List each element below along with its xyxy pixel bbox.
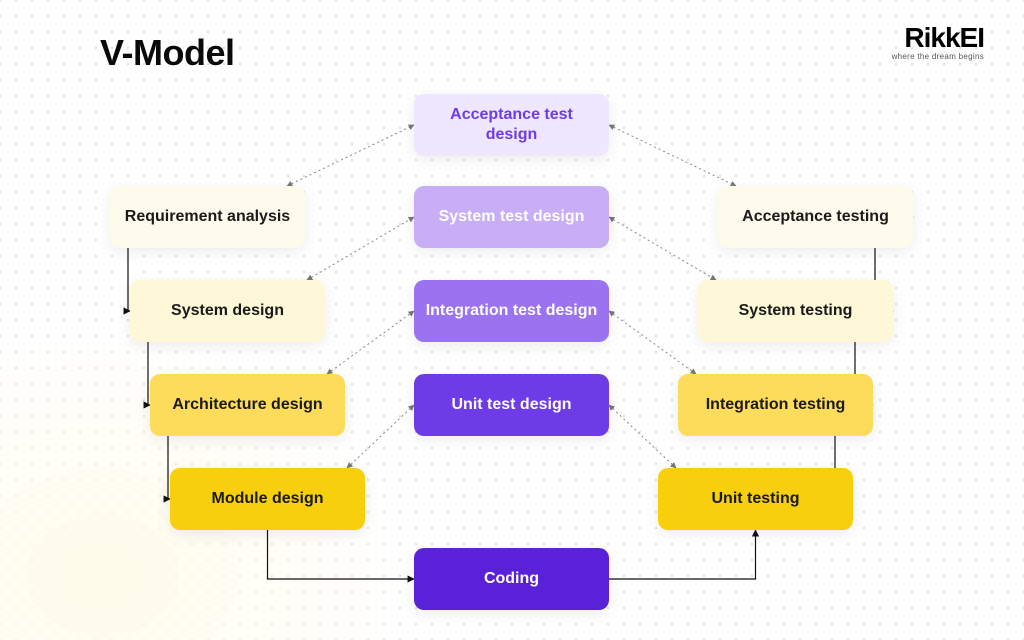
- box-unitt: Unit testing: [658, 468, 853, 530]
- box-unittd: Unit test design: [414, 374, 609, 436]
- logo-main-text: RikkEI: [892, 24, 984, 52]
- box-intgt: Integration testing: [678, 374, 873, 436]
- diagram-title: V-Model: [100, 32, 235, 74]
- box-acctd: Acceptance test design: [414, 94, 609, 156]
- box-intgtd: Integration test design: [414, 280, 609, 342]
- brand-logo: RikkEI where the dream begins: [892, 24, 984, 61]
- box-acct: Acceptance testing: [718, 186, 913, 248]
- box-coding: Coding: [414, 548, 609, 610]
- box-syst: System testing: [698, 280, 893, 342]
- box-archd: Architecture design: [150, 374, 345, 436]
- logo-tagline: where the dream begins: [892, 52, 984, 61]
- box-modd: Module design: [170, 468, 365, 530]
- box-systd: System test design: [414, 186, 609, 248]
- box-sysd: System design: [130, 280, 325, 342]
- box-req: Requirement analysis: [110, 186, 305, 248]
